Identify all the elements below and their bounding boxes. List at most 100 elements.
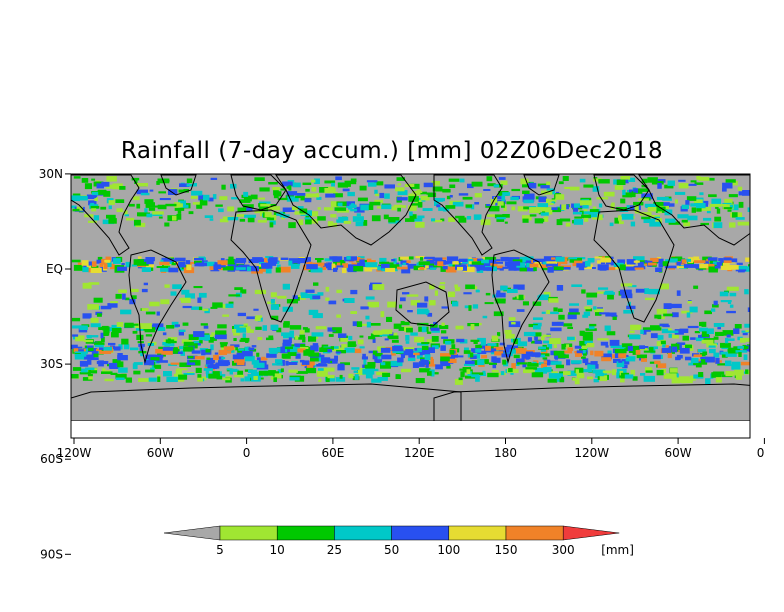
rain-cell (487, 263, 498, 266)
rain-cell (253, 258, 265, 263)
rain-cell (549, 338, 561, 344)
rain-cell (433, 372, 439, 375)
rain-cell (244, 214, 256, 218)
rain-cell (703, 217, 712, 221)
rain-cell (280, 346, 286, 353)
rain-cell (81, 260, 89, 266)
rain-cell (502, 214, 510, 218)
rain-cell (664, 184, 674, 189)
colorbar-label: 5 (216, 543, 224, 557)
rain-cell (400, 297, 406, 302)
rain-cell (641, 193, 653, 200)
rain-cell (188, 211, 194, 215)
rain-cell (623, 266, 636, 271)
rain-cell (694, 331, 700, 334)
rain-cell (198, 292, 207, 298)
rain-cell (256, 357, 261, 363)
rain-cell (686, 312, 691, 318)
rain-cell (581, 331, 593, 336)
rain-cell (296, 371, 308, 374)
rain-cell (654, 314, 662, 319)
rain-cell (216, 375, 223, 380)
rain-cell (198, 194, 204, 201)
rain-cell (472, 304, 479, 309)
rain-cell (85, 367, 95, 370)
colorbar-label: 150 (495, 543, 518, 557)
rain-cell (429, 369, 435, 375)
rain-cell (292, 295, 298, 302)
rain-cell (337, 364, 345, 371)
rain-cell (146, 264, 154, 268)
rain-cell (704, 310, 712, 315)
rain-cell (100, 206, 107, 210)
rain-cell (90, 195, 96, 199)
rain-cell (745, 337, 750, 342)
rain-cell (389, 264, 400, 269)
rain-cell (516, 358, 525, 364)
rain-cell (555, 194, 565, 200)
rain-cell (240, 357, 245, 362)
rain-cell (228, 294, 241, 297)
rain-cell (429, 356, 434, 361)
rain-cell (144, 327, 156, 333)
rain-cell (123, 210, 128, 215)
rain-cell (266, 353, 277, 358)
rain-cell (536, 354, 546, 358)
rain-cell (594, 375, 601, 378)
rain-cell (673, 376, 677, 380)
rain-cell (75, 346, 83, 350)
rain-cell (315, 258, 324, 260)
rain-cell (88, 200, 97, 206)
rain-cell (146, 213, 153, 218)
x-axis: 120W 60W 0 60E 120E 180 120W 60W 0 (57, 438, 765, 460)
rain-cell (729, 292, 737, 297)
rain-cell (630, 221, 636, 227)
rain-cell (722, 262, 730, 266)
rain-cell (449, 349, 455, 355)
rain-cell (513, 266, 525, 271)
rain-cell (331, 182, 335, 187)
rain-cell (365, 262, 378, 268)
rain-cell (380, 363, 391, 369)
rain-cell (229, 371, 233, 375)
rain-cell (413, 348, 419, 351)
rain-cell (417, 215, 425, 219)
rain-cell (425, 265, 429, 269)
rain-cell (318, 378, 322, 382)
rain-cell (702, 351, 708, 356)
rain-cell (191, 350, 201, 354)
rain-cell (166, 376, 178, 382)
rain-cell (419, 267, 425, 270)
rain-cell (694, 182, 704, 185)
rain-cell (288, 337, 292, 343)
rain-cell (427, 192, 437, 198)
rain-cell (225, 376, 232, 379)
rain-cell (112, 258, 121, 264)
rain-cell (356, 213, 361, 218)
rain-cell (598, 179, 610, 184)
rain-cell (82, 313, 92, 319)
rain-cell (136, 203, 141, 209)
rain-cell (234, 358, 245, 363)
rain-cell (254, 177, 265, 181)
rain-cell (542, 261, 547, 265)
rain-cell (424, 256, 435, 259)
rain-cell (212, 302, 223, 308)
rain-cell (339, 374, 343, 379)
rain-cell (529, 207, 541, 214)
rain-cell (487, 343, 497, 347)
rain-cell (508, 368, 513, 373)
rain-cell (612, 316, 617, 320)
rain-cell (159, 198, 171, 201)
rain-cell (310, 345, 319, 352)
rain-cell (388, 217, 400, 223)
rain-cell (601, 357, 612, 362)
rain-cell (683, 264, 696, 268)
rain-cell (174, 260, 184, 263)
rain-cell (715, 377, 722, 383)
rain-cell (417, 347, 422, 352)
rain-cell (220, 342, 227, 348)
rain-cell (609, 339, 620, 346)
rain-cell (650, 333, 658, 339)
rain-cell (585, 328, 597, 331)
